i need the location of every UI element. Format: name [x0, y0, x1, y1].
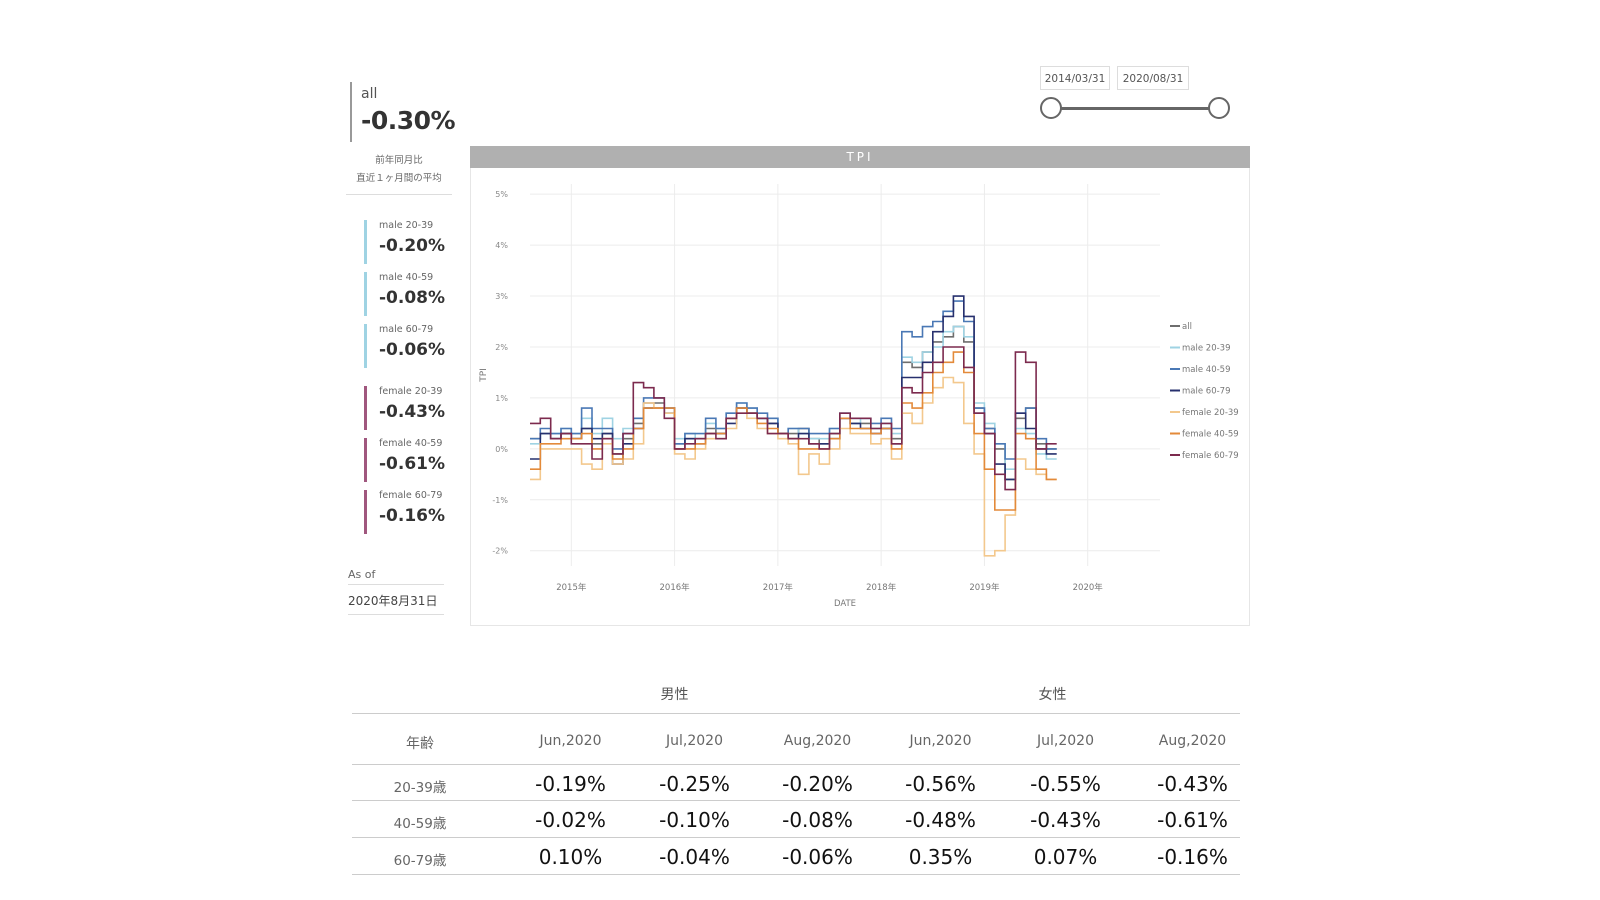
- kpi-segment-card: male 60-79 -0.06%: [364, 324, 454, 368]
- table-month-header: Aug,2020: [1158, 733, 1227, 749]
- table-line-top: [352, 713, 1240, 714]
- series-line-male-60-79: [530, 295, 1057, 481]
- kpi-all-value: -0.30%: [361, 106, 456, 135]
- legend-entry: male 40-59: [1182, 365, 1230, 375]
- y-tick-label: 5%: [495, 190, 508, 199]
- table-row-age: 20-39歳: [393, 780, 447, 796]
- kpi-segment-value: -0.43%: [379, 402, 446, 422]
- table-cell: -0.43%: [1030, 808, 1101, 832]
- slicer-track[interactable]: [1050, 107, 1220, 110]
- table-cell: -0.48%: [905, 808, 976, 832]
- table-month-header: Jun,2020: [539, 733, 602, 749]
- x-tick-label: 2017年: [763, 582, 794, 593]
- kpi-segment-label: female 60-79: [379, 490, 443, 501]
- table-group-female: 女性: [1038, 687, 1067, 703]
- kpi-segment-label: female 40-59: [379, 438, 443, 449]
- table-row-line: [352, 800, 1240, 801]
- y-tick-label: -2%: [492, 547, 508, 556]
- slicer-start-handle[interactable]: [1040, 97, 1062, 119]
- y-tick-label: 0%: [495, 445, 508, 454]
- legend-entry: all: [1182, 322, 1192, 332]
- table-cell: -0.20%: [782, 772, 853, 796]
- table-cell: -0.43%: [1157, 772, 1228, 796]
- table-cell: -0.08%: [782, 808, 853, 832]
- kpi-note-line2: 直近１ヶ月間の平均: [356, 173, 442, 184]
- table-row-line: [352, 874, 1240, 875]
- table-group-male: 男性: [660, 687, 689, 703]
- table-cell: 0.35%: [908, 845, 973, 869]
- table-cell: -0.02%: [535, 808, 606, 832]
- table-cell: -0.16%: [1157, 845, 1228, 869]
- y-tick-label: 2%: [495, 343, 508, 352]
- x-axis-label: DATE: [834, 599, 856, 609]
- table-cell: -0.55%: [1030, 772, 1101, 796]
- table-row-age: 40-59歳: [393, 816, 447, 832]
- series-line-male-40-59: [530, 300, 1057, 460]
- kpi-note: 前年同月比 直近１ヶ月間の平均: [346, 152, 452, 195]
- kpi-segment-card: male 40-59 -0.08%: [364, 272, 454, 316]
- kpi-segment-label: male 40-59: [379, 272, 434, 283]
- x-tick-label: 2015年: [556, 582, 587, 593]
- kpi-all-card: all -0.30%: [350, 82, 456, 142]
- table-cell: 0.07%: [1033, 845, 1098, 869]
- slicer-end-handle[interactable]: [1208, 97, 1230, 119]
- slicer-start-date[interactable]: 2014/03/31: [1040, 66, 1110, 90]
- legend-entry: male 20-39: [1182, 344, 1230, 354]
- kpi-all-label: all: [361, 86, 378, 102]
- y-axis-label: TPI: [479, 368, 489, 383]
- series-line-female-60-79: [530, 346, 1057, 491]
- kpi-segment-card: female 40-59 -0.61%: [364, 438, 454, 482]
- table-cell: -0.61%: [1157, 808, 1228, 832]
- table-month-header: Jul,2020: [1037, 733, 1094, 749]
- kpi-note-line1: 前年同月比: [375, 155, 423, 166]
- table-cell: -0.25%: [659, 772, 730, 796]
- table-row-age: 60-79歳: [393, 853, 447, 869]
- y-tick-label: 1%: [495, 394, 508, 403]
- table-age-header: 年齢: [406, 736, 434, 752]
- asof-value: 2020年8月31日: [348, 592, 444, 615]
- y-tick-label: 3%: [495, 292, 508, 301]
- table-month-header: Jun,2020: [909, 733, 972, 749]
- table-row-line: [352, 764, 1240, 765]
- legend-entry: female 60-79: [1182, 451, 1239, 461]
- table-cell: 0.10%: [538, 845, 603, 869]
- table-cell: -0.10%: [659, 808, 730, 832]
- kpi-segment-card: male 20-39 -0.20%: [364, 220, 454, 264]
- kpi-segment-label: male 20-39: [379, 220, 434, 231]
- table-cell: -0.19%: [535, 772, 606, 796]
- y-tick-label: -1%: [492, 496, 508, 505]
- x-tick-label: 2019年: [969, 582, 1000, 593]
- x-tick-label: 2018年: [866, 582, 897, 593]
- y-tick-label: 4%: [495, 241, 508, 250]
- asof-label: As of: [348, 568, 444, 585]
- kpi-segment-value: -0.06%: [379, 340, 446, 360]
- table-row-line: [352, 837, 1240, 838]
- table-cell: -0.06%: [782, 845, 853, 869]
- table-month-header: Aug,2020: [783, 733, 852, 749]
- kpi-segment-label: female 20-39: [379, 386, 443, 397]
- legend-entry: male 60-79: [1182, 387, 1230, 397]
- kpi-segment-value: -0.61%: [379, 454, 446, 474]
- table-cell: -0.56%: [905, 772, 976, 796]
- series-line-female-40-59: [530, 351, 1057, 511]
- kpi-segment-value: -0.08%: [379, 288, 446, 308]
- legend-entry: female 40-59: [1182, 430, 1239, 440]
- slicer-end-date[interactable]: 2020/08/31: [1117, 66, 1189, 90]
- table-month-header: Jul,2020: [666, 733, 723, 749]
- kpi-segment-label: male 60-79: [379, 324, 434, 335]
- x-tick-label: 2016年: [660, 582, 691, 593]
- kpi-segment-card: female 60-79 -0.16%: [364, 490, 454, 534]
- x-tick-label: 2020年: [1073, 582, 1104, 593]
- legend-entry: female 20-39: [1182, 408, 1239, 418]
- kpi-segment-value: -0.16%: [379, 506, 446, 526]
- tpi-line-chart: 5% 4% 3% 2% 1% 0% -1% -2% 2015年 2016年 2017年 2018年 20…: [479, 184, 1239, 609]
- kpi-segment-value: -0.20%: [379, 236, 446, 256]
- kpi-segment-card: female 20-39 -0.43%: [364, 386, 454, 430]
- table-cell: -0.04%: [659, 845, 730, 869]
- series-line-female-20-39: [530, 376, 1057, 557]
- chart-title: TPI: [470, 146, 1250, 168]
